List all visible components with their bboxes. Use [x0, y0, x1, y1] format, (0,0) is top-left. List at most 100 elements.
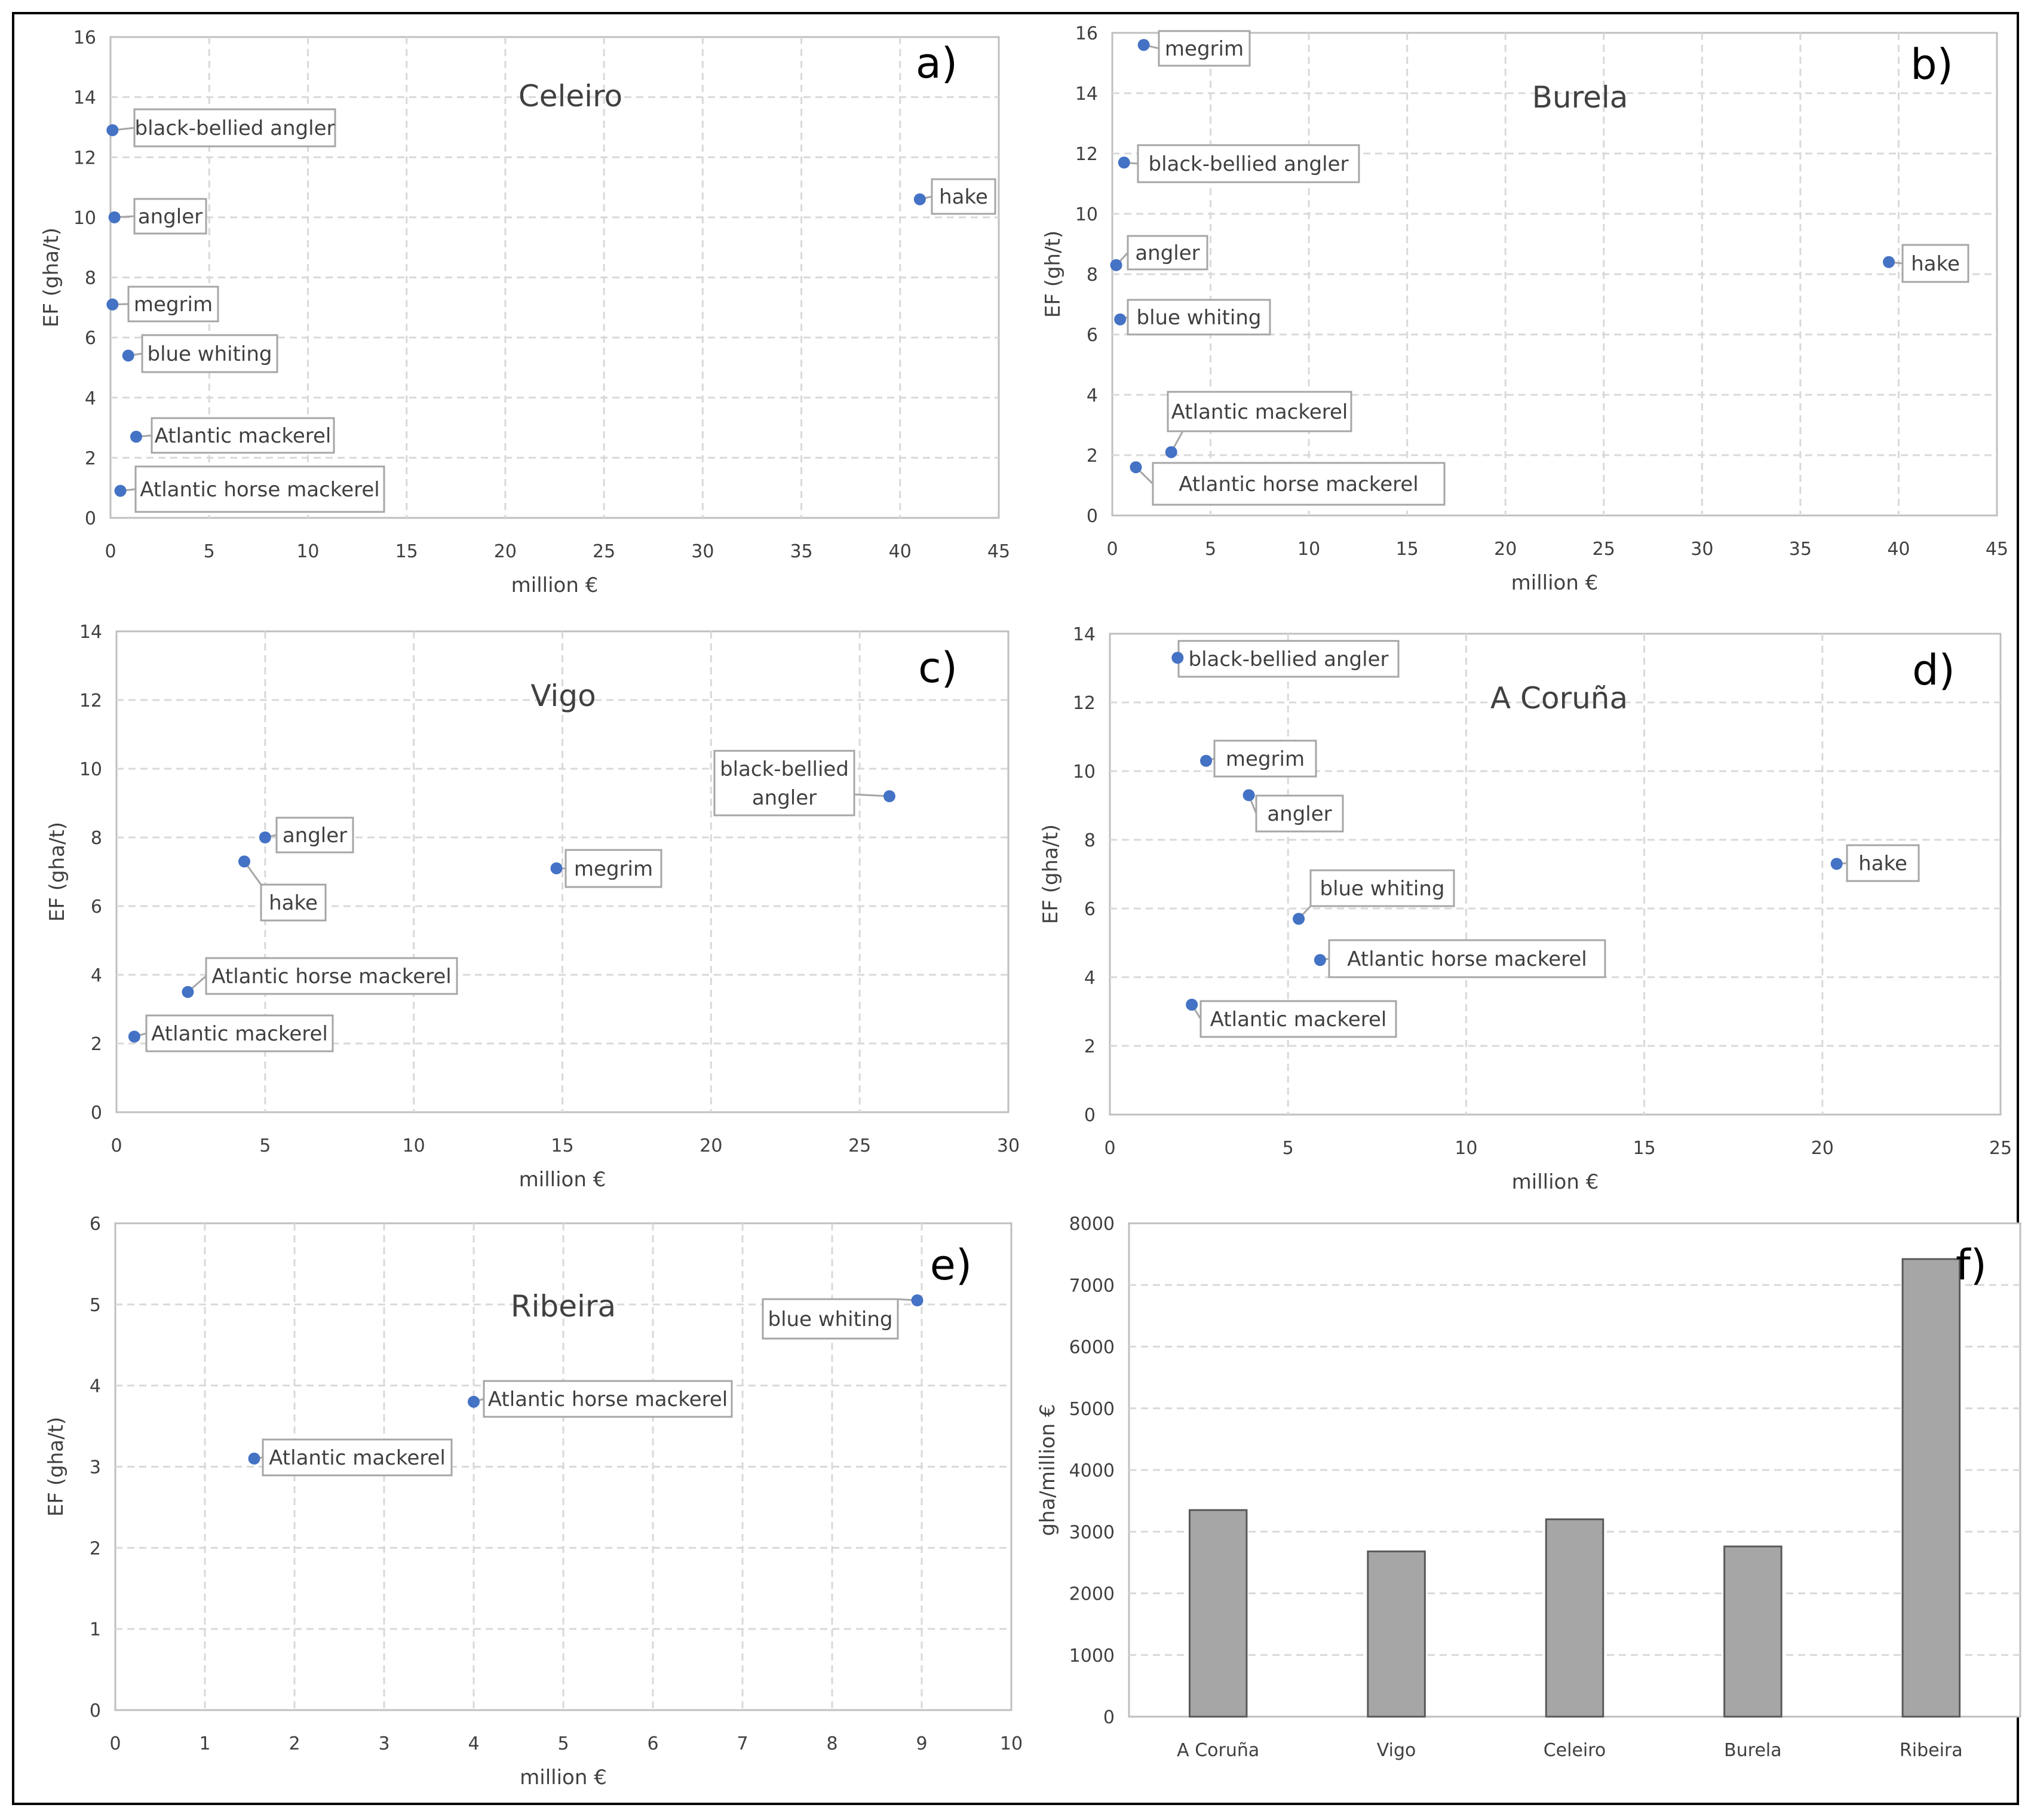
data-point [115, 485, 127, 497]
chart-title: Celeiro [519, 79, 622, 113]
y-tick-label: 6 [90, 1214, 101, 1235]
data-point [551, 863, 563, 874]
callout-angler: angler [1116, 236, 1207, 269]
y-tick-label: 2 [90, 1538, 101, 1559]
y-axis-label: gha/million € [1036, 1404, 1060, 1536]
data-point [1114, 314, 1126, 326]
callout-atlantic-horse-mackerel: Atlantic horse mackerel [1320, 940, 1605, 977]
callout-angler: angler [265, 818, 353, 852]
callout-megrim: megrim [557, 850, 661, 887]
y-tick-label: 12 [79, 690, 102, 711]
x-tick-label: 40 [889, 541, 912, 562]
callout-blue-whiting: blue whiting [128, 335, 277, 372]
callout-black-bellied-angler: black-bellied angler [1124, 145, 1359, 182]
data-point [106, 124, 118, 136]
y-tick-label: 0 [1087, 506, 1098, 527]
chart-title: Vigo [530, 679, 596, 713]
y-tick-label: 8 [1087, 265, 1098, 286]
y-tick-label: 8 [85, 268, 96, 289]
chart-title: Ribeira [511, 1289, 616, 1324]
x-category-label: Ribeira [1900, 1740, 1963, 1761]
y-tick-label: 8 [1084, 830, 1096, 851]
x-axis-label: million € [520, 1766, 607, 1790]
bar [1189, 1510, 1246, 1717]
callout-label: Atlantic horse mackerel [211, 965, 452, 989]
callout-label: Atlantic mackerel [1210, 1008, 1387, 1032]
x-axis-label: million € [1511, 571, 1599, 595]
callout-label: hake [1858, 852, 1907, 876]
y-tick-label: 10 [79, 759, 102, 780]
callout-atlantic-mackerel: Atlantic mackerel [134, 1015, 333, 1051]
x-tick-label: 20 [1811, 1138, 1834, 1159]
x-tick-label: 35 [1789, 539, 1812, 560]
y-tick-label: 14 [73, 88, 96, 109]
x-tick-label: 25 [1989, 1138, 2012, 1159]
y-tick-label: 6 [1084, 899, 1096, 920]
x-tick-label: 0 [109, 1733, 121, 1754]
x-tick-label: 30 [1691, 539, 1713, 560]
callout-label: blue whiting [768, 1308, 892, 1331]
x-tick-label: 7 [737, 1733, 748, 1754]
y-tick-label: 12 [1075, 144, 1098, 165]
y-tick-label: 1000 [1069, 1646, 1115, 1666]
callout-label: Atlantic mackerel [151, 1022, 328, 1046]
callout-label: Atlantic mackerel [155, 424, 332, 448]
callout-label: Atlantic mackerel [269, 1446, 446, 1470]
y-tick-label: 16 [1075, 23, 1098, 44]
x-tick-label: 5 [1283, 1138, 1294, 1159]
y-tick-label: 8 [91, 828, 102, 849]
x-tick-label: 40 [1887, 539, 1910, 560]
y-tick-label: 4 [1087, 385, 1098, 406]
callout-label: Atlantic horse mackerel [488, 1388, 728, 1411]
data-point [468, 1396, 480, 1408]
y-tick-label: 5 [90, 1295, 101, 1316]
data-point [1200, 755, 1212, 767]
callout-atlantic-horse-mackerel: Atlantic horse mackerel [1136, 463, 1444, 505]
x-tick-label: 10 [296, 541, 319, 562]
callout-label: black-bellied [720, 757, 849, 781]
y-tick-label: 10 [1075, 204, 1098, 225]
panel-label: d) [1912, 646, 1955, 695]
y-tick-label: 6 [91, 897, 102, 917]
callout-label: Atlantic horse mackerel [1347, 947, 1587, 971]
x-tick-label: 6 [647, 1733, 658, 1754]
y-tick-label: 2 [1084, 1036, 1096, 1057]
callout-label: black-bellied angler [1149, 152, 1349, 176]
y-tick-label: 10 [1073, 762, 1096, 782]
x-tick-label: 10 [403, 1135, 425, 1156]
x-tick-label: 0 [1106, 539, 1118, 560]
panel-label: f) [1956, 1241, 1987, 1290]
data-point [128, 1031, 140, 1043]
y-tick-label: 4 [85, 388, 96, 409]
callout-label: angler [1135, 241, 1199, 265]
callout-label: blue whiting [1320, 877, 1444, 901]
y-tick-label: 16 [73, 27, 96, 48]
callout-label: Atlantic horse mackerel [140, 478, 380, 502]
x-tick-label: 5 [204, 541, 215, 562]
data-point [1171, 652, 1183, 664]
callout-megrim: megrim [112, 287, 218, 321]
x-tick-label: 25 [848, 1135, 871, 1156]
y-tick-label: 6000 [1069, 1337, 1115, 1358]
x-category-label: Burela [1724, 1740, 1781, 1761]
y-tick-label: 6 [85, 328, 96, 349]
x-tick-label: 0 [1104, 1138, 1115, 1159]
y-tick-label: 12 [73, 148, 96, 168]
data-point [1831, 858, 1843, 870]
x-tick-label: 8 [826, 1733, 837, 1754]
x-tick-label: 15 [1633, 1138, 1656, 1159]
y-tick-label: 12 [1073, 693, 1096, 714]
y-tick-label: 2 [1087, 446, 1098, 466]
callout-label: hake [939, 185, 988, 209]
callout-black-bellied-angler: black-bellied angler [112, 109, 335, 146]
callout-blue-whiting: blue whiting [1120, 300, 1270, 334]
y-tick-label: 2 [91, 1034, 102, 1055]
y-tick-label: 0 [1084, 1105, 1096, 1126]
x-axis-label: million € [1512, 1170, 1599, 1194]
bar [1725, 1546, 1781, 1717]
